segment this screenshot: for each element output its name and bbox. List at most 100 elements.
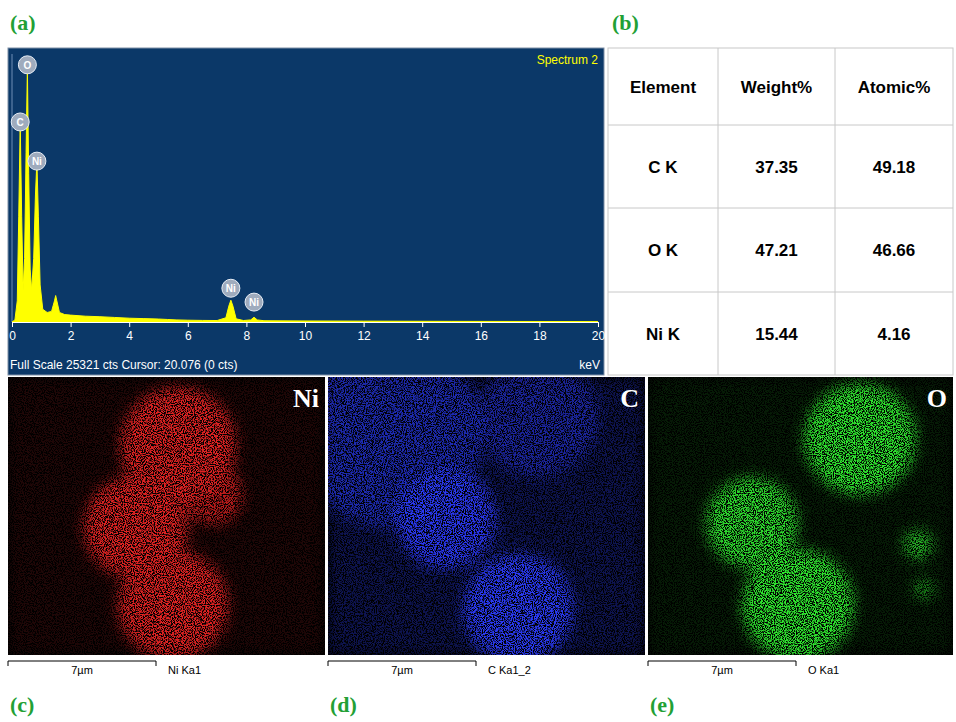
x-tick-mark xyxy=(481,322,482,327)
x-tick-label: 0 xyxy=(9,329,16,343)
peak-label-text: Ni xyxy=(249,297,259,308)
peak-label-badge xyxy=(18,56,36,74)
spectrum-background xyxy=(8,48,604,375)
x-tick-mark xyxy=(246,322,247,327)
peak-label: O xyxy=(18,56,36,74)
scale-bar: 7µm xyxy=(8,661,156,676)
table-cell: C K xyxy=(648,158,678,177)
x-tick: 18 xyxy=(533,322,547,343)
table-cell: 47.21 xyxy=(755,241,798,260)
table-header: Atomic% xyxy=(858,78,931,97)
peak-label-text: C xyxy=(17,117,24,128)
map-element: C xyxy=(620,384,639,413)
element-map xyxy=(8,377,325,655)
x-axis: 0 2 4 6 8 10 12 14 16 18 20 xyxy=(9,322,605,343)
x-tick-mark xyxy=(71,322,72,327)
map-particle xyxy=(478,377,598,477)
scale-bar-label: 7µm xyxy=(391,664,413,676)
table-cell: 4.16 xyxy=(877,325,910,344)
table-cell: O K xyxy=(648,241,679,260)
x-tick-mark xyxy=(129,322,130,327)
map-caption: C Ka1_2 xyxy=(488,664,531,676)
peak-label: Ni xyxy=(28,152,46,170)
panel-label: (b) xyxy=(612,10,639,35)
x-tick-label: 12 xyxy=(357,329,371,343)
peak-label: C xyxy=(11,113,29,131)
x-tick-label: 4 xyxy=(126,329,133,343)
x-tick-mark xyxy=(12,322,13,327)
table-header: Weight% xyxy=(741,78,812,97)
table-header: Element xyxy=(630,78,696,97)
map-element: O xyxy=(927,384,947,413)
peak-label-badge xyxy=(222,279,240,297)
element-map xyxy=(328,377,645,655)
map-particle xyxy=(742,549,854,655)
peak-label-text: Ni xyxy=(226,283,236,294)
x-tick: 20 xyxy=(592,322,606,343)
map-particle xyxy=(463,554,573,655)
scale-bar-label: 7µm xyxy=(711,664,733,676)
scale-bar-label: 7µm xyxy=(71,664,93,676)
map-particle xyxy=(118,550,228,655)
peak-label-badge xyxy=(11,113,29,131)
x-tick: 12 xyxy=(357,322,371,343)
plot-area xyxy=(12,68,598,322)
map-particle xyxy=(183,465,243,525)
table-cell: 46.66 xyxy=(873,241,916,260)
panel-label: (a) xyxy=(10,10,36,35)
x-tick: 0 xyxy=(9,322,16,343)
table-cell: 49.18 xyxy=(873,158,916,177)
x-tick-mark xyxy=(598,322,599,327)
table-rule xyxy=(835,48,836,375)
x-tick: 4 xyxy=(126,322,133,343)
map-signal xyxy=(328,377,645,655)
table-background xyxy=(608,48,953,375)
map-signal xyxy=(8,377,325,655)
table: Element Weight% Atomic% C K 37.35 49.18 O K 47.… xyxy=(608,48,953,375)
y-range-line xyxy=(12,54,13,322)
panel-label: (d) xyxy=(330,692,357,717)
x-axis-line xyxy=(13,323,599,328)
map-caption: Ni Ka1 xyxy=(168,664,201,676)
scale-bar: 7µm xyxy=(328,661,476,676)
x-tick-label: 8 xyxy=(244,329,251,343)
table-rule xyxy=(608,125,953,126)
x-tick: 14 xyxy=(416,322,430,343)
x-tick-mark xyxy=(539,322,540,327)
x-tick-label: 6 xyxy=(185,329,192,343)
map-particle xyxy=(903,530,933,560)
peak-label: Ni xyxy=(222,279,240,297)
x-tick-label: 18 xyxy=(533,329,547,343)
figure: (a)02468101214161820Full Scale 25321 cts… xyxy=(0,0,956,722)
x-tick-mark xyxy=(188,322,189,327)
x-tick: 8 xyxy=(244,322,251,343)
x-tick-mark xyxy=(422,322,423,327)
x-tick-label: 14 xyxy=(416,329,430,343)
peak-label: Ni xyxy=(245,293,263,311)
element-map xyxy=(648,377,953,655)
x-tick: 6 xyxy=(185,322,192,343)
panel-label: (c) xyxy=(10,692,34,717)
x-tick-mark xyxy=(364,322,365,327)
peak-label-badge xyxy=(245,293,263,311)
table-rule xyxy=(718,48,719,375)
peak-label-badge xyxy=(28,152,46,170)
chart-title: Spectrum 2 xyxy=(537,53,599,67)
spectrum-area xyxy=(12,68,598,322)
table-rule xyxy=(608,208,953,209)
peak-label-text: Ni xyxy=(32,156,42,167)
table-cell: 37.35 xyxy=(755,158,798,177)
map-particle xyxy=(804,383,916,495)
x-tick: 16 xyxy=(475,322,489,343)
map-element: Ni xyxy=(293,384,319,413)
x-axis-title: keV xyxy=(579,358,600,372)
table-cell: 15.44 xyxy=(755,325,798,344)
x-tick-label: 16 xyxy=(475,329,489,343)
map-particle xyxy=(396,469,496,569)
x-tick: 10 xyxy=(299,322,313,343)
x-tick-label: 10 xyxy=(299,329,313,343)
table-rule xyxy=(608,292,953,293)
x-tick-label: 2 xyxy=(68,329,75,343)
table-cell: Ni K xyxy=(646,325,681,344)
map-caption: O Ka1 xyxy=(808,664,839,676)
